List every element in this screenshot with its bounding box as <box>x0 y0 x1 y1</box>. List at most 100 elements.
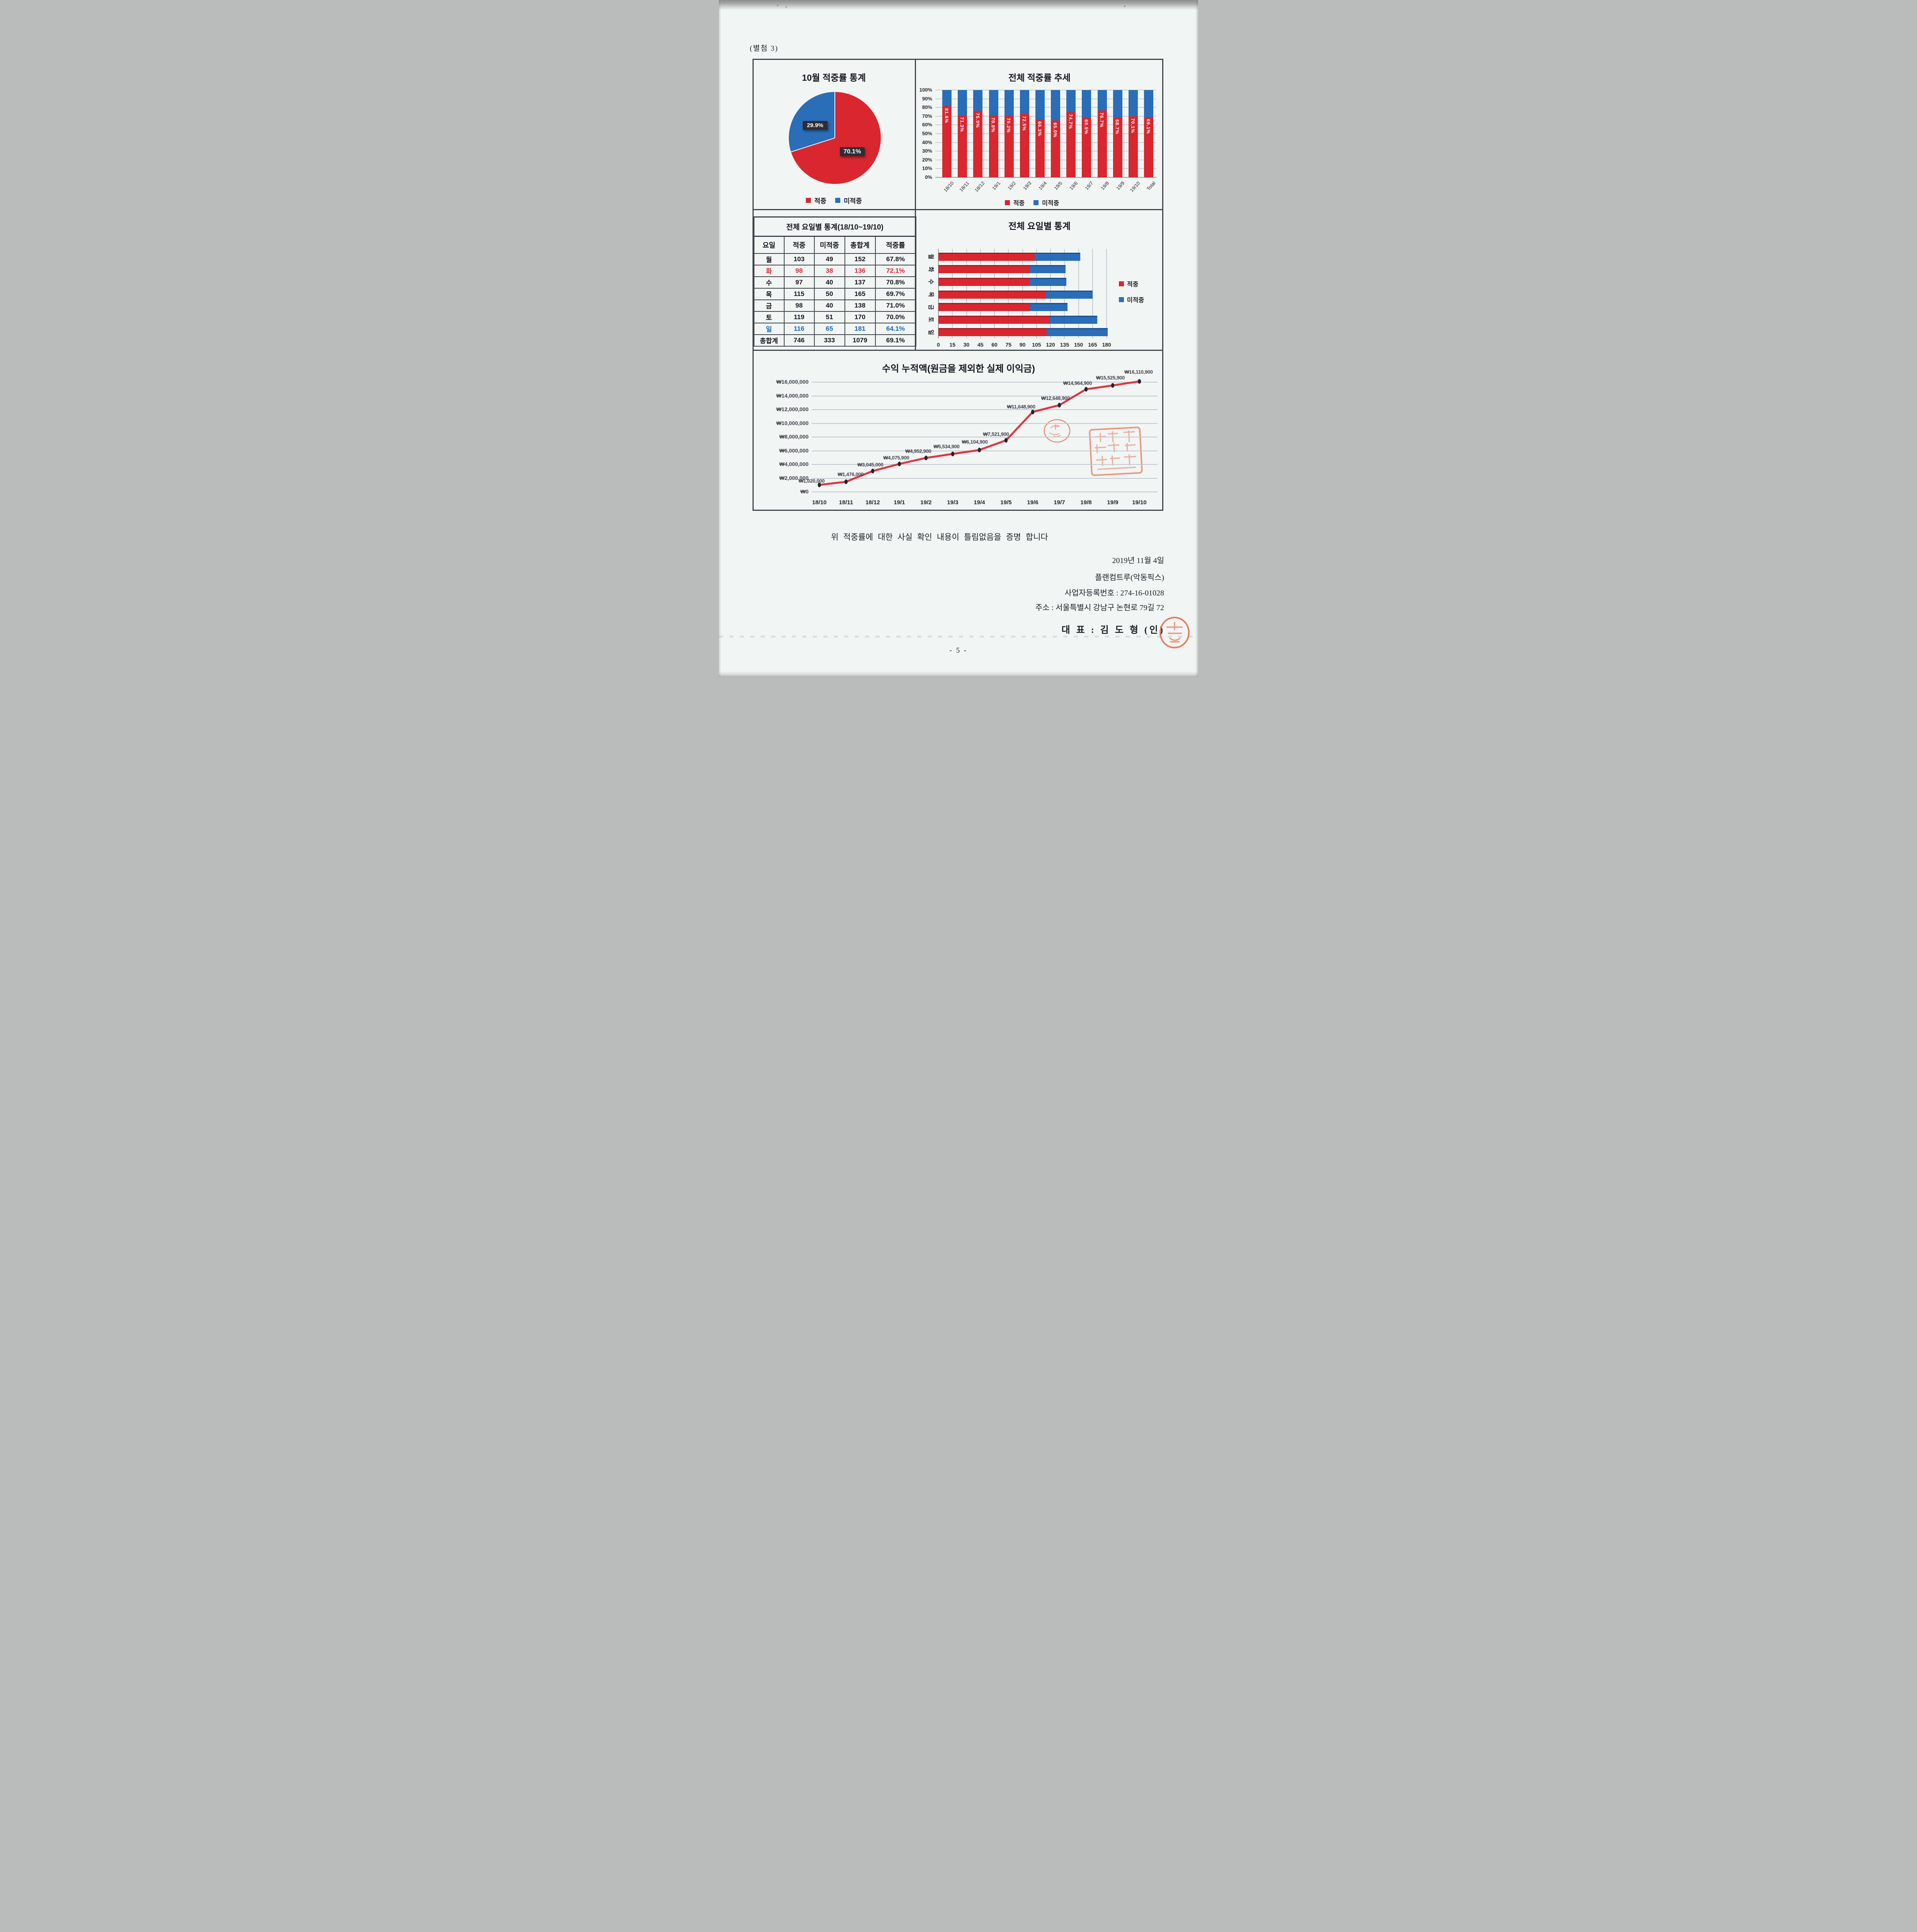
profit-data-label: ₩4,952,900 <box>905 448 931 454</box>
trend-y-tick-label: 0% <box>925 174 932 180</box>
table-cell: 70.8% <box>875 276 916 289</box>
trend-bar-value-label: 71.3% <box>959 117 965 132</box>
weekday-bar-hit-segment <box>938 328 1047 337</box>
trend-y-tick-label: 100% <box>919 87 932 93</box>
scan-left-edge <box>719 0 721 677</box>
trend-bar-hit-segment <box>1051 121 1061 177</box>
trend-bar-value-label: 68.5% <box>1083 119 1089 135</box>
profit-data-label: ₩1,020,000 <box>798 478 825 484</box>
profit-x-tick-label: 19/6 <box>1027 499 1039 506</box>
weekday-x-tick-label: 180 <box>1102 342 1111 348</box>
table-title-row: 전체 요일별 통계(18/10~19/10) <box>753 216 916 237</box>
trend-y-tick-label: 20% <box>922 156 932 163</box>
table-row: 화 98 38 136 72.1% <box>753 264 916 277</box>
trend-y-tick-label: 10% <box>922 165 932 172</box>
table-cell: 69.7% <box>875 287 916 300</box>
trend-bar-miss-segment <box>973 90 983 111</box>
miss-legend-label: 미적중 <box>844 197 862 205</box>
trend-gridline <box>935 177 1156 178</box>
trend-y-tick-label: 70% <box>922 113 932 119</box>
table-cell: 금 <box>753 299 785 312</box>
weekday-table: 전체 요일별 통계(18/10~19/10) 요일 적중 미적중 총합계 적중률 월 103 4… <box>753 216 916 347</box>
profit-x-tick-label: 19/2 <box>920 499 932 506</box>
profit-gridline <box>812 382 1158 383</box>
trend-bar-miss-segment <box>1144 90 1153 117</box>
trend-bar-miss-segment <box>989 90 998 116</box>
trend-bar-hit-segment <box>942 106 952 177</box>
profit-x-tick-label: 19/10 <box>1132 499 1147 506</box>
table-cell: 69.1% <box>875 334 916 347</box>
pie-legend: 적중 미적중 <box>754 196 914 205</box>
weekday-category-label: 목 <box>928 292 934 297</box>
pie-chart-title: 10월 적중률 통계 <box>802 73 866 83</box>
profit-x-tick-label: 18/11 <box>839 499 853 506</box>
table-header-cell: 총합계 <box>844 236 876 254</box>
miss-legend-swatch <box>835 198 841 203</box>
weekday-x-tick-label: 45 <box>977 342 984 348</box>
weekday-bar-miss-segment <box>1035 252 1081 261</box>
weekday-bar-hit-segment <box>938 252 1035 261</box>
table-cell: 119 <box>783 311 815 323</box>
table-cell: 토 <box>753 311 785 323</box>
scan-bottom-band <box>719 671 1198 677</box>
table-row: 토 119 51 170 70.0% <box>753 311 916 323</box>
scanned-page: (별첨 3) 10월 적중률 통계 29.9% 70.1% 적중 미적중 전체 … <box>719 0 1198 677</box>
page-number: - 5 - <box>949 646 968 655</box>
hit-legend-swatch <box>1004 200 1010 205</box>
hbar-legend-miss: 미적중 <box>1119 295 1144 304</box>
trend-gridline <box>935 107 1156 108</box>
trend-bar-value-label: 81.6% <box>944 108 950 123</box>
trend-bar-hit-segment <box>989 115 998 177</box>
table-cell: 746 <box>783 334 815 347</box>
profit-x-tick-label: 19/8 <box>1080 499 1092 506</box>
weekday-x-tick-label: 135 <box>1060 342 1069 348</box>
profit-y-tick-label: ₩12,000,000 <box>776 406 809 412</box>
hbar-legend-hit: 적중 <box>1119 279 1138 288</box>
table-cell: 일 <box>753 322 785 335</box>
trend-bar-hit-segment <box>1004 116 1014 177</box>
table-cell: 71.0% <box>875 299 916 312</box>
table-row: 목 115 50 165 69.7% <box>753 287 916 300</box>
profit-x-tick-label: 19/3 <box>947 499 958 506</box>
trend-bar-miss-segment <box>1004 90 1014 116</box>
trend-bar-miss-segment <box>1035 90 1045 120</box>
weekday-category-label: 화 <box>928 266 934 272</box>
trend-bar-value-label: 75.9% <box>975 113 981 128</box>
profit-data-label: ₩12,648,900 <box>1041 395 1070 401</box>
table-cell: 40 <box>814 299 845 312</box>
trend-y-tick-label: 30% <box>922 148 932 154</box>
certification-text: 위 적중률에 대한 사실 확인 내용이 틀림없음을 증명 합니다 <box>831 532 1048 542</box>
miss-legend-swatch <box>1119 297 1124 302</box>
profit-data-label: ₩5,534,900 <box>933 443 960 449</box>
square-seal-stamp-icon <box>1089 427 1143 476</box>
pie-label-hit: 70.1% <box>840 147 865 156</box>
table-cell: 49 <box>814 253 845 265</box>
address-line: 주소 : 서울특별시 강남구 논현로 79길 72 <box>1035 604 1164 612</box>
weekday-x-tick-label: 15 <box>949 342 956 348</box>
table-cell: 181 <box>844 322 876 335</box>
trend-bar-value-label: 69.1% <box>1145 119 1151 134</box>
trend-y-tick-label: 90% <box>922 95 932 102</box>
profit-data-label: ₩6,104,900 <box>962 439 988 445</box>
table-cell: 152 <box>844 253 876 265</box>
table-cell: 103 <box>783 253 815 265</box>
table-cell: 98 <box>783 299 815 312</box>
weekday-category-label: 수 <box>928 279 934 285</box>
table-cell: 1079 <box>844 334 876 347</box>
pie-slice-separator <box>834 92 835 138</box>
hit-legend-label: 적중 <box>1013 200 1025 207</box>
trend-y-tick-label: 60% <box>922 122 932 128</box>
scan-speck <box>785 6 787 8</box>
table-header-cell: 요일 <box>753 236 785 254</box>
trend-bar-value-label: 68.7% <box>1114 119 1120 134</box>
trend-y-tick-label: 50% <box>922 131 932 136</box>
miss-legend-label: 미적중 <box>1042 200 1059 207</box>
weekday-bar-miss-segment <box>1047 328 1108 337</box>
trend-gridline <box>935 142 1156 143</box>
trend-bar-miss-segment <box>958 90 967 115</box>
trend-bar-miss-segment <box>1113 90 1122 117</box>
weekday-x-tick-label: 90 <box>1019 342 1026 348</box>
trend-bar-miss-segment <box>942 90 952 106</box>
trend-bar-miss-segment <box>1082 90 1091 118</box>
weekday-bar-hit-segment <box>938 265 1030 274</box>
